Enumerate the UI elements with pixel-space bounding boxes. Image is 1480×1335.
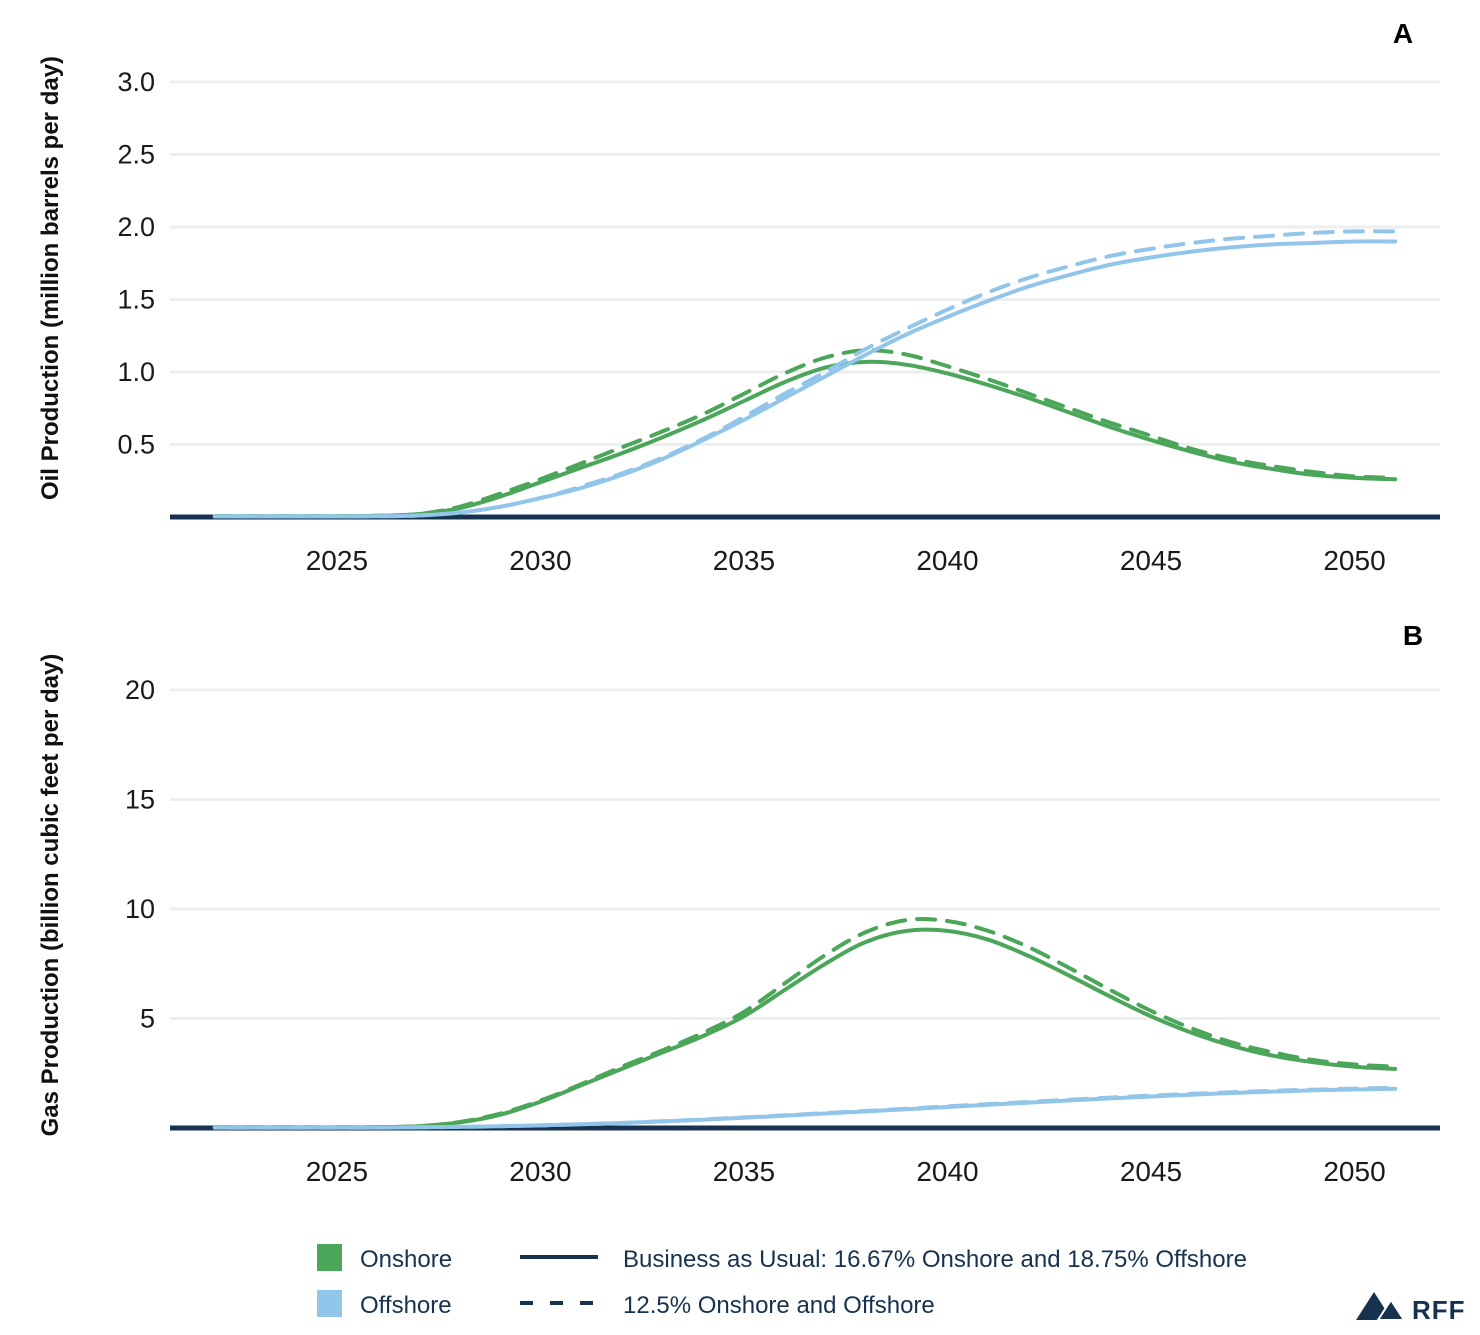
- panel-label-a: A: [1393, 18, 1413, 49]
- x-tick-label: 2040: [916, 545, 978, 576]
- rff-logo-text: RFF: [1412, 1295, 1466, 1325]
- legend: Onshore Business as Usual: 16.67% Onshor…: [317, 1244, 1247, 1319]
- x-tick-label: 2025: [306, 545, 368, 576]
- x-tick-label: 2025: [306, 1156, 368, 1187]
- series-line-offshore-dashed: [212, 1085, 1398, 1130]
- x-tick-label: 2045: [1120, 1156, 1182, 1187]
- y-tick-label: 3.0: [117, 67, 155, 97]
- x-tick-label: 2045: [1120, 545, 1182, 576]
- oil-y-axis-title: Oil Production (million barrels per day): [37, 56, 64, 500]
- y-tick-label: 2.0: [117, 212, 155, 242]
- legend-label-onshore: Onshore: [360, 1246, 452, 1273]
- y-tick-label: 1.5: [117, 285, 155, 315]
- legend-label-alt: 12.5% Onshore and Offshore: [623, 1292, 935, 1319]
- y-tick-label: 20: [125, 675, 155, 705]
- oil-plot-layers: 0.5 1.0 1.5 2.0 2.5 3.0 2025 2030 2035 2040 2045 20…: [117, 67, 1440, 576]
- gas-y-axis-title: Gas Production (billion cubic feet per d…: [37, 654, 64, 1137]
- series-line-onshore-dashed: [212, 348, 1398, 519]
- x-tick-label: 2035: [713, 1156, 775, 1187]
- y-tick-label: 0.5: [117, 430, 155, 460]
- x-tick-label: 2050: [1323, 1156, 1385, 1187]
- gas-plot-layers: 5 10 15 20 2025 2030 2035 2040 2045 2050: [125, 675, 1440, 1187]
- series-line-offshore-solid: [212, 239, 1398, 519]
- x-tick-label: 2040: [916, 1156, 978, 1187]
- y-tick-label: 15: [125, 785, 155, 815]
- y-tick-label: 1.0: [117, 357, 155, 387]
- x-tick-label: 2030: [509, 1156, 571, 1187]
- legend-swatch-offshore: [317, 1290, 342, 1317]
- panel-label-b: B: [1403, 620, 1423, 651]
- series-line-offshore-solid: [212, 1086, 1398, 1130]
- legend-label-bau: Business as Usual: 16.67% Onshore and 18…: [623, 1246, 1247, 1273]
- mountain-small-icon: [1376, 1298, 1406, 1321]
- x-tick-label: 2035: [713, 545, 775, 576]
- series-line-onshore-solid: [212, 927, 1398, 1130]
- y-tick-label: 10: [125, 894, 155, 924]
- y-tick-label: 5: [140, 1004, 155, 1034]
- series-line-offshore-dashed: [212, 229, 1398, 519]
- x-tick-label: 2030: [509, 545, 571, 576]
- legend-swatch-onshore: [317, 1244, 342, 1271]
- y-tick-label: 2.5: [117, 140, 155, 170]
- series-line-onshore-dashed: [212, 917, 1398, 1130]
- x-tick-label: 2050: [1323, 545, 1385, 576]
- chart-gas-production: 5 10 15 20 2025 2030 2035 2040 2045 2050 Gas Prod…: [37, 620, 1440, 1187]
- chart-oil-production: 0.5 1.0 1.5 2.0 2.5 3.0 2025 2030 2035 2040 2045 20…: [37, 18, 1440, 576]
- rff-logo: RFF: [1356, 1292, 1466, 1325]
- legend-label-offshore: Offshore: [360, 1292, 452, 1319]
